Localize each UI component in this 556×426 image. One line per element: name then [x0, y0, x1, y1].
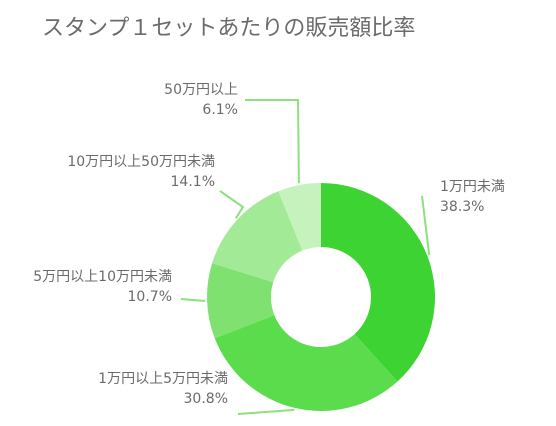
slice-category-label: 10万円以上50万円未満	[67, 154, 215, 170]
slice-category-label: 5万円以上10万円未満	[33, 269, 172, 285]
slice-value-label: 30.8%	[184, 391, 228, 407]
donut-slice-5	[278, 183, 321, 251]
donut-slice-4	[212, 191, 303, 283]
slice-value-label: 6.1%	[202, 102, 238, 118]
leader-line-1	[421, 195, 431, 256]
slice-value-label: 10.7%	[128, 289, 172, 305]
slice-category-label: 1万円以上5万円未満	[98, 371, 228, 387]
slice-value-label: 38.3%	[440, 199, 484, 215]
slice-category-label: 1万円未満	[440, 179, 505, 195]
donut-slice-3	[207, 263, 275, 339]
leader-line-4	[219, 190, 245, 219]
slice-category-label: 50万円以上	[164, 82, 238, 98]
donut-slice-1	[321, 183, 436, 382]
leader-line-5	[245, 99, 300, 184]
slice-value-label: 14.1%	[171, 174, 215, 190]
donut-slice-2	[214, 315, 398, 411]
leader-line-2	[237, 408, 295, 415]
leader-line-3	[180, 298, 206, 303]
chart-title: スタンプ１セットあたりの販売額比率	[42, 16, 416, 41]
